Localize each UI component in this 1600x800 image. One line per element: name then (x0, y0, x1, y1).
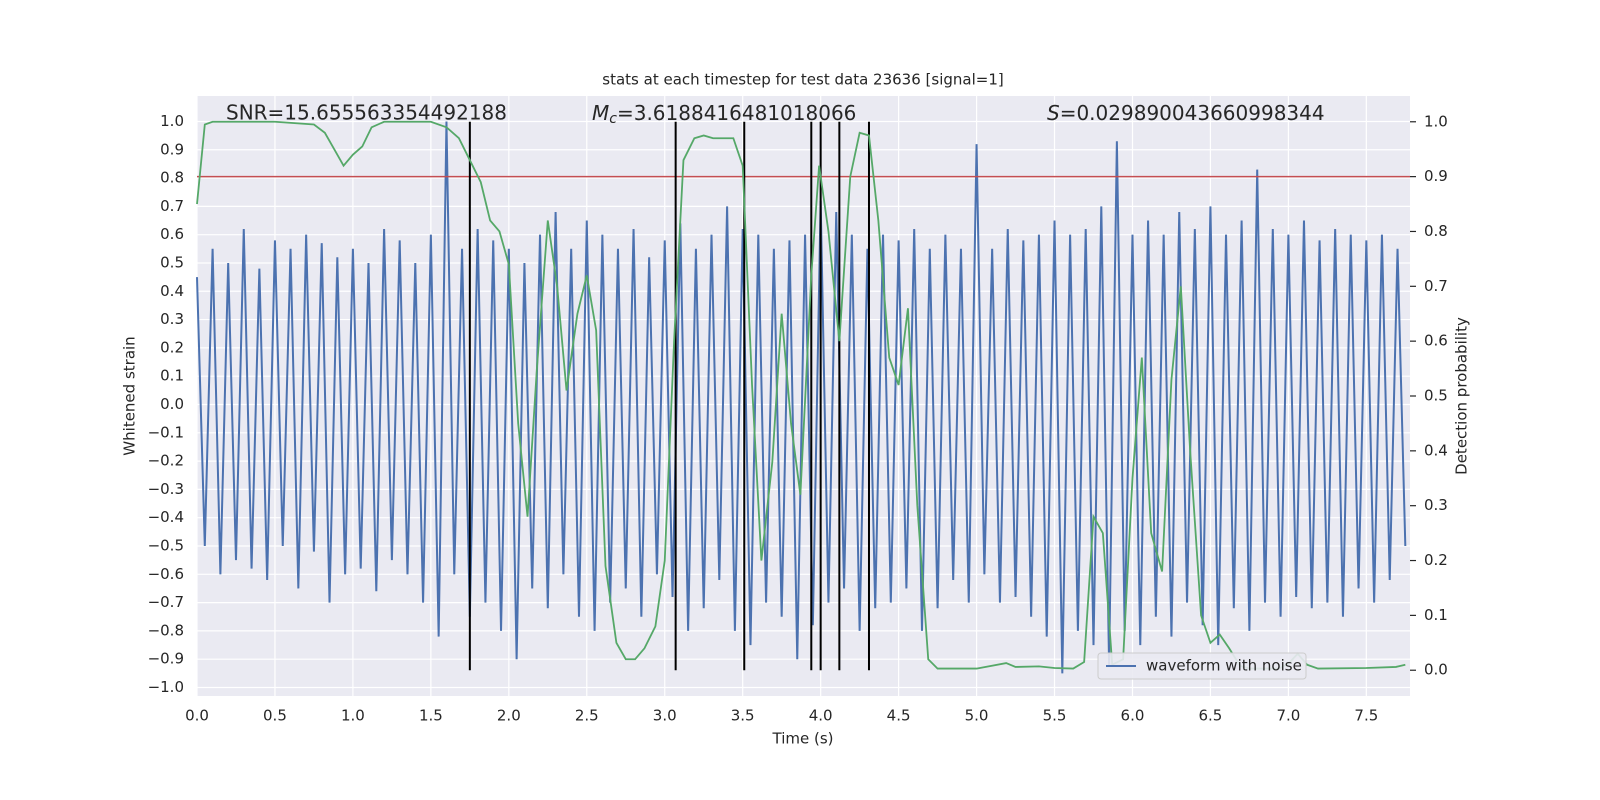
chart-title: stats at each timestep for test data 236… (602, 71, 1003, 89)
y2-tick-label: 0.3 (1424, 496, 1448, 514)
y-tick-label: 0.5 (160, 253, 184, 271)
x-tick-label: 5.5 (1043, 707, 1067, 725)
y-tick-label: −0.7 (148, 593, 184, 611)
y-tick-label: −0.9 (148, 650, 184, 668)
y-tick-label: −1.0 (148, 678, 184, 696)
y-tick-label: −0.1 (148, 423, 184, 441)
y-tick-label: 0.2 (160, 338, 184, 356)
x-tick-label: 2.0 (497, 707, 521, 725)
x-tick-label: 1.0 (341, 707, 365, 725)
mc-annotation: Mc=3.6188416481018066 (592, 101, 856, 128)
y-tick-label: 0.0 (160, 395, 184, 413)
labels: 0.0 0.5 1.0 1.5 2.0 2.5 3.0 3.5 4.0 4.5 5.0 5.5 6.0 6… (148, 112, 1448, 725)
probability-line (196, 120, 1406, 670)
y2-tick-label: 0.1 (1424, 606, 1448, 624)
y-tick-label: 1.0 (160, 112, 184, 130)
y-tick-label: 0.8 (160, 169, 184, 187)
y2-tick-label: 0.0 (1424, 661, 1448, 679)
y-tick-label: 0.4 (160, 282, 184, 300)
x-tick-label: 5.0 (965, 707, 989, 725)
legend: waveform with noise (1097, 652, 1307, 680)
plot-area (197, 96, 1410, 696)
y2-tick-label: 0.4 (1424, 441, 1448, 459)
y2-tick-label: 0.9 (1424, 167, 1448, 185)
y-tick-label: −0.3 (148, 480, 184, 498)
s-symbol: S (1047, 101, 1060, 125)
y-tick-label: 0.7 (160, 197, 184, 215)
x-tick-label: 7.0 (1276, 707, 1300, 725)
y-tick-label: −0.6 (148, 565, 184, 583)
s-annotation: S=0.029890043660998344 (1047, 101, 1325, 125)
x-tick-label: 6.0 (1121, 707, 1145, 725)
y-tick-label: 0.1 (160, 367, 184, 385)
x-tick-label: 4.0 (809, 707, 833, 725)
y2-tick-label: 0.6 (1424, 332, 1448, 350)
y-tick-label: −0.4 (148, 508, 184, 526)
x-axis-label: Time (s) (772, 730, 834, 748)
y2-tick-label: 0.7 (1424, 277, 1448, 295)
y-axis-label: Whitened strain (121, 336, 139, 455)
y-tick-label: −0.2 (148, 452, 184, 470)
y-tick-label: 0.6 (160, 225, 184, 243)
mc-subscript: c (609, 111, 617, 127)
mc-symbol: M (592, 101, 609, 125)
y2-tick-label: 0.5 (1424, 387, 1448, 405)
y2-tick-label: 1.0 (1424, 112, 1448, 130)
y2-tick-label: 0.2 (1424, 551, 1448, 569)
waveform-line (196, 121, 1407, 674)
x-tick-label: 4.5 (887, 707, 911, 725)
x-tick-label: 7.5 (1354, 707, 1378, 725)
x-tick-label: 0.0 (185, 707, 209, 725)
y-tick-label: 0.3 (160, 310, 184, 328)
y2-tick-label: 0.8 (1424, 222, 1448, 240)
y-tick-label: −0.8 (148, 621, 184, 639)
x-tick-label: 6.5 (1199, 707, 1223, 725)
x-tick-label: 0.5 (263, 707, 287, 725)
y-tick-label: 0.9 (160, 140, 184, 158)
s-value: =0.029890043660998344 (1060, 101, 1325, 125)
mc-value: =3.6188416481018066 (617, 101, 856, 125)
marks (196, 120, 1410, 674)
legend-label: waveform with noise (1146, 657, 1302, 675)
x-tick-label: 3.0 (653, 707, 677, 725)
x-tick-label: 1.5 (419, 707, 443, 725)
legend-box (1097, 652, 1307, 680)
x-tick-label: 3.5 (731, 707, 755, 725)
y-tick-label: −0.5 (148, 537, 184, 555)
y2-axis-label: Detection probability (1453, 317, 1471, 475)
x-tick-label: 2.5 (575, 707, 599, 725)
snr-annotation: SNR=15.655563354492188 (226, 101, 507, 125)
